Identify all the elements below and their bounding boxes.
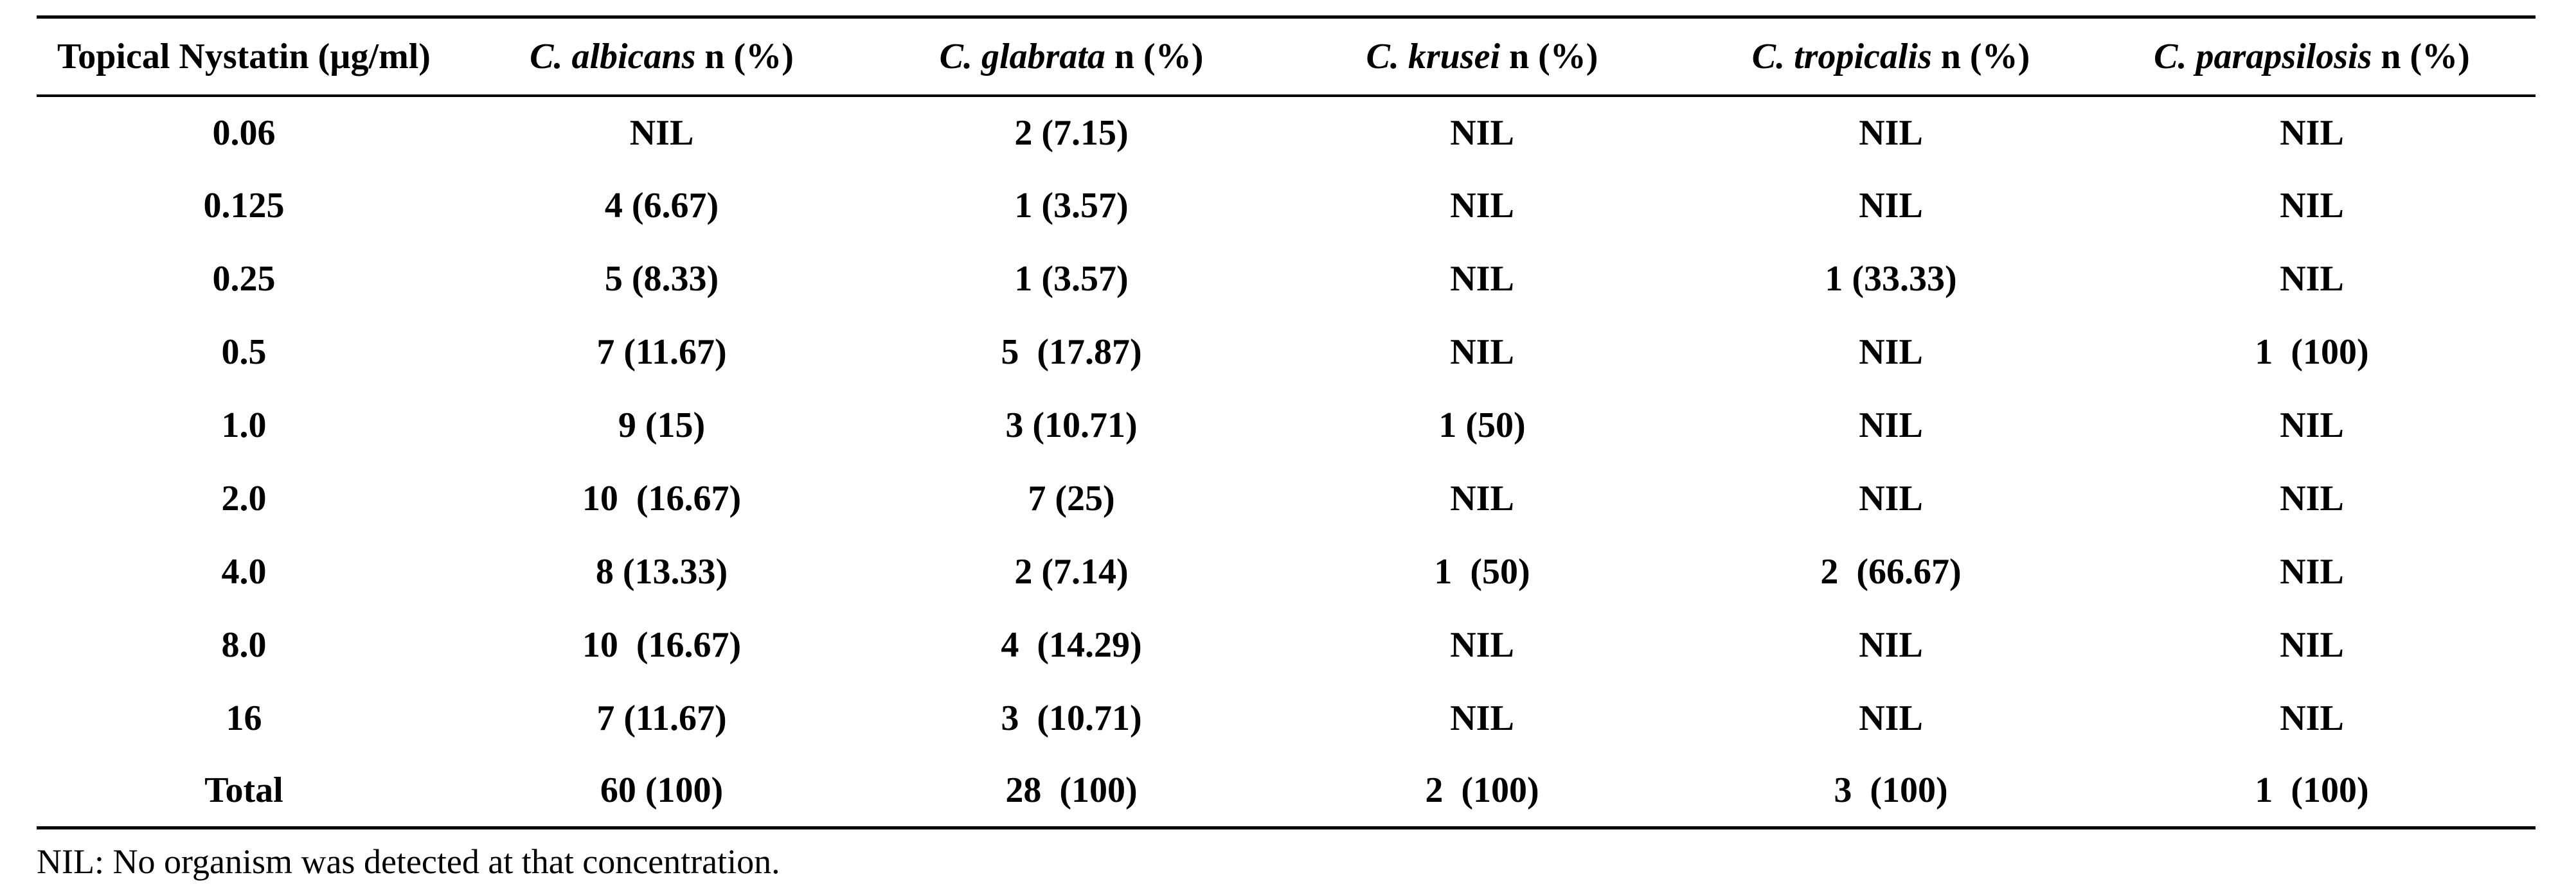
- table-row: 0.06 NIL 2 (7.15) NIL NIL NIL: [37, 96, 2536, 169]
- cell-c-glabrata: 4 (14.29): [1001, 625, 1142, 665]
- table-body: 0.06 NIL 2 (7.15) NIL NIL NIL 0.125 4 (6…: [37, 96, 2536, 828]
- cell-c-parapsilosis: NIL: [2280, 405, 2344, 445]
- cell-c-parapsilosis: NIL: [2280, 112, 2344, 153]
- header-c-parapsilosis: C. parapsilosis n (%): [2088, 17, 2536, 97]
- cell-c-glabrata: 28 (100): [1005, 770, 1138, 811]
- cell-c-parapsilosis: 1 (100): [2255, 770, 2369, 811]
- cell-c-parapsilosis: NIL: [2280, 625, 2344, 665]
- cell-c-albicans: 9 (15): [618, 405, 706, 445]
- cell-c-glabrata: 2 (7.14): [1014, 551, 1129, 592]
- cell-c-tropicalis: NIL: [1859, 698, 1923, 738]
- cell-c-albicans: 7 (11.67): [596, 698, 727, 738]
- cell-c-glabrata: 2 (7.15): [1014, 112, 1129, 153]
- cell-c-krusei: NIL: [1450, 625, 1514, 665]
- table-row: 0.25 5 (8.33) 1 (3.57) NIL 1 (33.33) NIL: [37, 242, 2536, 315]
- row-total-label: Total: [204, 770, 283, 811]
- cell-c-tropicalis: NIL: [1859, 405, 1923, 445]
- cell-c-glabrata: 5 (17.87): [1001, 332, 1142, 372]
- cell-c-glabrata: 3 (10.71): [1001, 698, 1142, 738]
- cell-c-krusei: NIL: [1450, 698, 1514, 738]
- cell-c-krusei: NIL: [1450, 112, 1514, 153]
- table-row: 0.125 4 (6.67) 1 (3.57) NIL NIL NIL: [37, 169, 2536, 242]
- species-name: C. tropicalis: [1751, 36, 1932, 76]
- total-row: Total 60 (100) 28 (100) 2 (100) 3 (100) …: [37, 755, 2536, 828]
- cell-c-tropicalis: NIL: [1859, 332, 1923, 372]
- table-row: 8.0 10 (16.67) 4 (14.29) NIL NIL NIL: [37, 608, 2536, 682]
- cell-c-albicans: 10 (16.67): [582, 478, 742, 518]
- table-footnote: NIL: No organism was detected at that co…: [37, 842, 780, 881]
- species-name: C. parapsilosis: [2154, 36, 2372, 76]
- row-concentration: 16: [226, 698, 262, 738]
- header-c-tropicalis: C. tropicalis n (%): [1694, 17, 2088, 97]
- cell-c-albicans: NIL: [629, 112, 694, 153]
- cell-c-krusei: NIL: [1450, 332, 1514, 372]
- header-c-glabrata: C. glabrata n (%): [872, 17, 1271, 97]
- cell-c-tropicalis: NIL: [1859, 185, 1923, 226]
- header-row: Topical Nystatin (µg/ml) C. albicans n (…: [37, 17, 2536, 97]
- header-concentration: Topical Nystatin (µg/ml): [37, 17, 451, 97]
- species-name: C. krusei: [1366, 36, 1501, 76]
- table-row: 16 7 (11.67) 3 (10.71) NIL NIL NIL: [37, 682, 2536, 755]
- header-unit: n (%): [695, 36, 794, 76]
- cell-c-krusei: NIL: [1450, 478, 1514, 518]
- cell-c-parapsilosis: 1 (100): [2255, 332, 2369, 372]
- header-unit: n (%): [1931, 36, 2030, 76]
- row-concentration: 2.0: [221, 478, 267, 518]
- cell-c-tropicalis: 1 (33.33): [1825, 258, 1957, 299]
- cell-c-glabrata: 7 (25): [1028, 478, 1115, 518]
- table-row: 1.0 9 (15) 3 (10.71) 1 (50) NIL NIL: [37, 389, 2536, 462]
- cell-c-parapsilosis: NIL: [2280, 478, 2344, 518]
- cell-c-albicans: 60 (100): [600, 770, 724, 811]
- row-concentration: 1.0: [221, 405, 267, 445]
- nystatin-susceptibility-table: Topical Nystatin (µg/ml) C. albicans n (…: [37, 15, 2536, 829]
- header-c-albicans: C. albicans n (%): [451, 17, 872, 97]
- cell-c-krusei: 1 (50): [1438, 405, 1526, 445]
- header-unit: n (%): [1105, 36, 1204, 76]
- cell-c-parapsilosis: NIL: [2280, 551, 2344, 592]
- header-unit: n (%): [1500, 36, 1598, 76]
- cell-c-albicans: 7 (11.67): [596, 332, 727, 372]
- header-c-krusei: C. krusei n (%): [1271, 17, 1694, 97]
- cell-c-tropicalis: 3 (100): [1834, 770, 1948, 811]
- cell-c-krusei: NIL: [1450, 258, 1514, 299]
- cell-c-tropicalis: NIL: [1859, 112, 1923, 153]
- cell-c-albicans: 10 (16.67): [582, 625, 742, 665]
- table-header: Topical Nystatin (µg/ml) C. albicans n (…: [37, 17, 2536, 97]
- cell-c-glabrata: 3 (10.71): [1005, 405, 1138, 445]
- cell-c-krusei: NIL: [1450, 185, 1514, 226]
- species-name: C. albicans: [530, 36, 696, 76]
- cell-c-albicans: 4 (6.67): [604, 185, 719, 226]
- table-row: 4.0 8 (13.33) 2 (7.14) 1 (50) 2 (66.67) …: [37, 535, 2536, 608]
- cell-c-parapsilosis: NIL: [2280, 258, 2344, 299]
- cell-c-albicans: 5 (8.33): [604, 258, 719, 299]
- header-text: Topical Nystatin (µg/ml): [57, 36, 431, 76]
- row-concentration: 4.0: [221, 551, 267, 592]
- nystatin-susceptibility-table-container: Topical Nystatin (µg/ml) C. albicans n (…: [37, 15, 2536, 829]
- table-row: 0.5 7 (11.67) 5 (17.87) NIL NIL 1 (100): [37, 315, 2536, 389]
- table-row: 2.0 10 (16.67) 7 (25) NIL NIL NIL: [37, 462, 2536, 535]
- row-concentration: 0.06: [212, 112, 276, 153]
- cell-c-glabrata: 1 (3.57): [1014, 258, 1129, 299]
- row-concentration: 0.125: [203, 185, 285, 226]
- cell-c-glabrata: 1 (3.57): [1014, 185, 1129, 226]
- header-unit: n (%): [2372, 36, 2470, 76]
- cell-c-tropicalis: NIL: [1859, 478, 1923, 518]
- cell-c-albicans: 8 (13.33): [595, 551, 728, 592]
- row-concentration: 0.25: [212, 258, 276, 299]
- cell-c-krusei: 1 (50): [1434, 551, 1530, 592]
- row-concentration: 8.0: [221, 625, 267, 665]
- row-concentration: 0.5: [221, 332, 267, 372]
- cell-c-parapsilosis: NIL: [2280, 185, 2344, 226]
- cell-c-tropicalis: NIL: [1859, 625, 1923, 665]
- cell-c-tropicalis: 2 (66.67): [1820, 551, 1962, 592]
- species-name: C. glabrata: [939, 36, 1105, 76]
- cell-c-parapsilosis: NIL: [2280, 698, 2344, 738]
- cell-c-krusei: 2 (100): [1425, 770, 1539, 811]
